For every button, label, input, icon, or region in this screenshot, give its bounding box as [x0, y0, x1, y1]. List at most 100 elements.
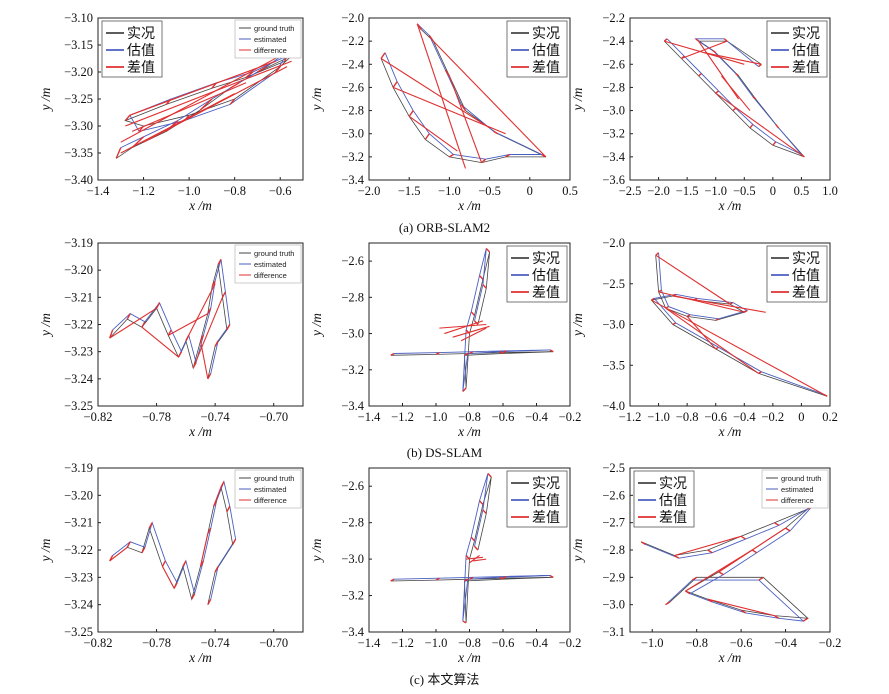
legend-label: 估值 [532, 43, 560, 59]
difference-segment [199, 533, 209, 567]
x-tick-label: −1.5 [676, 184, 699, 198]
difference-connector [464, 578, 469, 582]
difference-connector [749, 124, 754, 129]
difference-connector [482, 509, 487, 515]
y-tick-label: −2.6 [341, 254, 364, 268]
x-tick-label: 0 [798, 410, 804, 424]
difference-connector [245, 71, 254, 78]
y-tick-label: −3.20 [64, 488, 93, 502]
difference-connector [651, 297, 655, 301]
x-tick-label: −0.6 [269, 184, 292, 198]
x-tick-label: −0.82 [84, 636, 113, 650]
legend-box [506, 470, 568, 528]
difference-connector [221, 291, 227, 298]
difference-connector [392, 81, 398, 88]
difference-connector [207, 527, 212, 534]
difference-connector [138, 125, 145, 132]
difference-connector [435, 351, 440, 355]
difference-segment [168, 313, 209, 336]
y-tick-label: −2.8 [602, 543, 625, 557]
y-axis-label: y /m [309, 87, 324, 112]
difference-segment [120, 93, 235, 154]
y-tick-label: −3.6 [602, 173, 625, 187]
y-tick-label: −3.0 [341, 552, 364, 566]
y-axis-label: y /m [38, 538, 53, 563]
difference-segment [460, 327, 487, 342]
difference-connector [226, 505, 231, 513]
difference-segment [448, 75, 483, 163]
x-axis-label: x /m [188, 198, 212, 213]
x-axis-label: x /m [718, 424, 742, 439]
difference-connector [185, 335, 190, 342]
difference-connector [220, 481, 225, 488]
difference-segment [143, 66, 288, 143]
legend-label: 实况 [532, 251, 560, 267]
difference-segment [392, 86, 506, 135]
legend-small-label: ground truth [781, 474, 821, 483]
x-axis-label: x /m [457, 424, 481, 439]
difference-connector [712, 49, 717, 54]
difference-connector [141, 546, 146, 554]
x-tick-label: −2.0 [358, 184, 381, 198]
difference-connector [173, 582, 178, 589]
y-tick-label: −2.7 [602, 516, 625, 530]
difference-connector [493, 130, 498, 135]
series-estimated [112, 480, 237, 600]
legend-label: 实况 [659, 476, 687, 492]
x-tick-label: −1.0 [178, 184, 201, 198]
legend-small-label: difference [254, 46, 287, 55]
y-tick-label: −3.10 [64, 11, 93, 25]
difference-connector [499, 351, 504, 355]
difference-connector [131, 136, 145, 149]
x-axis-label: x /m [457, 198, 481, 213]
difference-connector [549, 349, 554, 353]
x-tick-label: −0.6 [492, 636, 515, 650]
x-axis-label: x /m [188, 424, 212, 439]
x-tick-label: −0.74 [201, 636, 231, 650]
difference-connector [715, 346, 719, 350]
difference-connector [416, 23, 422, 30]
subplot-5: −1.2 −1.0 −0.8 −0.6 −0.4 −0.2 0 0.2 −2.0 −2.5 −3.0… [570, 236, 838, 439]
x-tick-label: −0.8 [458, 410, 481, 424]
x-tick-label: 0 [770, 184, 776, 198]
difference-connector [740, 535, 746, 540]
difference-connector [199, 560, 205, 567]
y-tick-label: −3.19 [64, 236, 93, 250]
y-tick-label: −3.2 [341, 150, 364, 164]
difference-connector [469, 351, 474, 355]
difference-connector [155, 302, 161, 309]
x-tick-label: 1.0 [822, 184, 838, 198]
x-tick-label: −0.8 [223, 184, 246, 198]
difference-connector [211, 82, 217, 89]
series-estimated [112, 259, 231, 374]
y-tick-label: −3.0 [341, 127, 364, 141]
difference-connector [462, 620, 467, 624]
x-tick-label: −1.2 [391, 410, 414, 424]
y-tick-label: −3.5 [602, 358, 625, 372]
difference-segment [109, 546, 128, 562]
y-tick-label: −3.23 [64, 570, 93, 584]
difference-connector [751, 549, 758, 554]
difference-connector [541, 153, 547, 158]
legend-label: 实况 [127, 26, 155, 42]
series-ground-truth [109, 264, 228, 379]
legend-small-label: difference [254, 496, 287, 505]
difference-connector [449, 153, 454, 158]
difference-connector [390, 352, 395, 356]
difference-connector [464, 352, 469, 356]
difference-connector [482, 284, 487, 289]
y-tick-label: −2.0 [602, 236, 625, 250]
x-tick-label: −0.2 [819, 636, 842, 650]
difference-connector [758, 63, 762, 68]
y-tick-label: −3.4 [341, 173, 364, 187]
difference-segment [131, 82, 247, 132]
y-tick-label: −3.4 [341, 625, 364, 639]
x-tick-label: −2.0 [647, 184, 670, 198]
legend-small-label: ground truth [254, 249, 294, 258]
difference-connector [774, 522, 780, 526]
difference-connector [192, 362, 197, 369]
difference-connector [685, 590, 691, 595]
subplot-3: −0.82 −0.78 −0.74 −0.70 −3.19 −3.20 −3.21 −3.22… [38, 236, 304, 439]
difference-connector [115, 147, 122, 159]
y-tick-label: −4.0 [602, 399, 625, 413]
